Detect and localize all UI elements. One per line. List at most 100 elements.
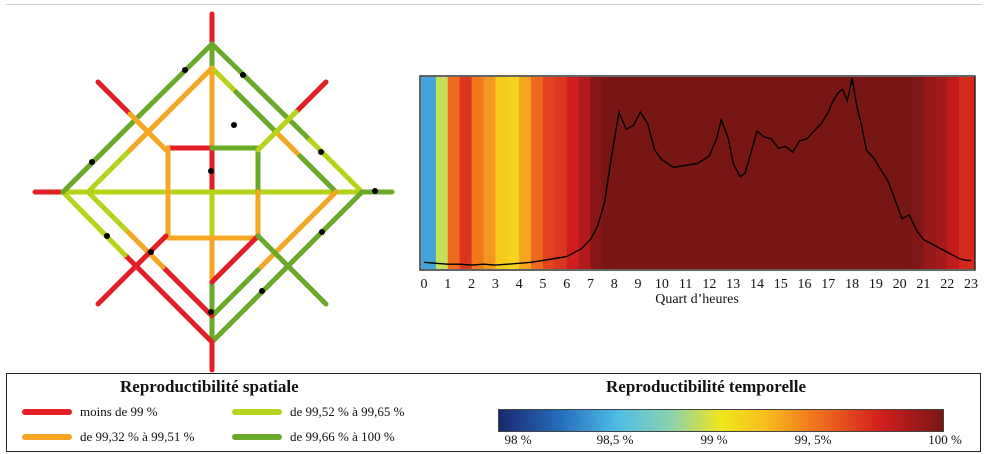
- legend-label: de 99,66 % à 100 %: [290, 429, 395, 444]
- top-divider: [6, 4, 982, 5]
- segment-green: [297, 153, 339, 195]
- colorbar: [498, 409, 944, 432]
- x-tick-label: 8: [611, 277, 618, 292]
- strip-band: [421, 77, 437, 269]
- strip-band: [875, 77, 901, 269]
- colorbar-tick-label: 100 %: [928, 432, 962, 447]
- strip-band: [709, 77, 734, 269]
- strip-band: [435, 77, 449, 269]
- strip-band: [923, 77, 936, 269]
- marker-dot: [372, 188, 378, 194]
- series-line: [423, 77, 971, 266]
- segment-green: [132, 41, 215, 123]
- x-tick-label: 4: [516, 277, 523, 292]
- x-tick-label: 18: [845, 277, 859, 292]
- x-tick-label: 23: [964, 277, 978, 292]
- segment-green: [209, 267, 261, 319]
- legend-swatch: [232, 409, 282, 415]
- marker-dot: [148, 249, 154, 255]
- legend-label: moins de 99 %: [80, 404, 158, 419]
- segment-red: [95, 233, 169, 307]
- strip-band: [554, 77, 568, 269]
- plot-frame: [419, 75, 976, 271]
- x-tick-label: 6: [563, 277, 570, 292]
- strip-band: [578, 77, 592, 269]
- x-tick-label: 19: [869, 277, 883, 292]
- strip-band: [531, 77, 544, 269]
- strip-band: [661, 77, 687, 269]
- legend-item-red: moins de 99 %: [22, 404, 158, 420]
- x-tick-label: 22: [940, 277, 954, 292]
- x-tick-label: 17: [821, 277, 835, 292]
- strip-band: [542, 77, 556, 269]
- road-network-diagram: [32, 11, 395, 373]
- segment-red: [122, 252, 215, 345]
- legend-item-orange: de 99,32 % à 99,51 %: [22, 429, 194, 445]
- legend-swatch: [232, 434, 282, 440]
- segment-orange: [275, 131, 303, 159]
- temporal-legend-title: Reproductibilité temporelle: [606, 377, 807, 396]
- strip-band: [911, 77, 925, 269]
- segment-green: [255, 233, 329, 307]
- colorbar-tick-label: 98,5 %: [596, 432, 634, 447]
- segment-lime: [307, 137, 365, 195]
- x-tick-label: 2: [468, 277, 475, 292]
- strip-band: [780, 77, 806, 269]
- x-tick-label: 13: [726, 277, 740, 292]
- segment-orange: [255, 223, 305, 273]
- x-tick-label: 5: [539, 277, 546, 292]
- legend-item-lime: de 99,52 % à 99,65 %: [232, 404, 404, 420]
- segment-lime: [60, 189, 128, 258]
- legend-swatch: [22, 434, 72, 440]
- legend-item-green: de 99,66 % à 100 %: [232, 429, 395, 445]
- legend-label: de 99,32 % à 99,51 %: [80, 429, 195, 444]
- segment-red: [160, 264, 215, 319]
- x-tick-label: 7: [587, 277, 594, 292]
- segment-lime: [85, 189, 128, 232]
- x-tick-label: 0: [421, 277, 428, 292]
- segment-green: [209, 41, 313, 143]
- x-tick-label: 14: [750, 277, 764, 292]
- x-tick-label: 3: [492, 277, 499, 292]
- strip-band: [638, 77, 663, 269]
- marker-dot: [240, 72, 246, 78]
- x-tick-label: 9: [635, 277, 642, 292]
- strip-band: [507, 77, 520, 269]
- marker-dot: [208, 168, 214, 174]
- segment-orange: [122, 226, 166, 270]
- strip-band: [590, 77, 603, 269]
- segment-green: [60, 117, 138, 195]
- strip-band: [756, 77, 782, 269]
- spatial-legend-title: Reproductibilité spatiale: [120, 377, 299, 396]
- segment-red: [293, 79, 329, 115]
- x-tick-label: 20: [893, 277, 907, 292]
- segment-green: [233, 89, 281, 137]
- x-axis-label: Quart d’heures: [655, 292, 739, 307]
- strip-band: [947, 77, 960, 269]
- strip-band: [804, 77, 829, 269]
- x-tick-label: 11: [679, 277, 692, 292]
- segment-orange: [299, 189, 339, 229]
- strip-band: [959, 77, 975, 269]
- marker-dot: [259, 288, 265, 294]
- segment-red: [209, 233, 261, 285]
- strip-band: [828, 77, 853, 269]
- strip-band: [685, 77, 710, 269]
- x-tick-label: 1: [444, 277, 451, 292]
- x-tick-label: 21: [916, 277, 930, 292]
- marker-dot: [319, 229, 325, 235]
- strip-band: [935, 77, 948, 269]
- legend-label: de 99,52 % à 99,65 %: [290, 404, 405, 419]
- legend-swatch: [22, 409, 72, 415]
- segment-red: [95, 79, 133, 117]
- marker-dot: [89, 159, 95, 165]
- x-tick-label: 10: [655, 277, 669, 292]
- strip-band: [483, 77, 496, 269]
- strip-band: [495, 77, 508, 269]
- colorbar-tick-label: 99 %: [700, 432, 728, 447]
- marker-dot: [182, 67, 188, 73]
- strip-band: [447, 77, 461, 269]
- marker-dot: [231, 122, 237, 128]
- segment-lime: [255, 109, 299, 153]
